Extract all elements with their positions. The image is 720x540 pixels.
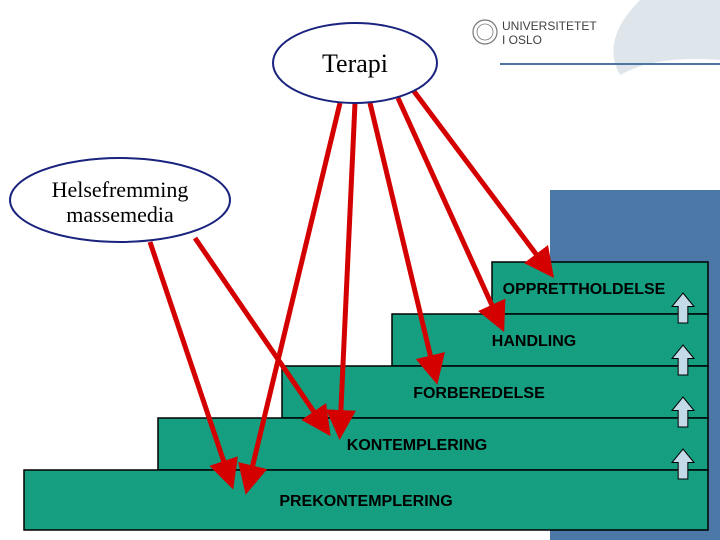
step-label-4: PREKONTEMPLERING xyxy=(279,493,452,510)
ellipse-terapi-label: Terapi xyxy=(322,49,388,78)
ellipse-helse-line1: Helsefremming xyxy=(52,177,189,202)
logo-line2: I OSLO xyxy=(502,33,542,47)
logo-line1: UNIVERSITETET xyxy=(502,19,597,33)
diagram-canvas: UNIVERSITETETI OSLO OPPRETTHOLDELSE HANDLI… xyxy=(0,0,720,540)
step-label-1: HANDLING xyxy=(492,333,576,350)
step-label-0: OPPRETTHOLDELSE xyxy=(503,281,666,298)
step-label-3: KONTEMPLERING xyxy=(347,437,487,454)
influence-arrow-6 xyxy=(195,238,325,428)
ellipse-helse-line2: massemedia xyxy=(66,202,174,227)
step-label-2: FORBEREDELSE xyxy=(413,385,545,402)
